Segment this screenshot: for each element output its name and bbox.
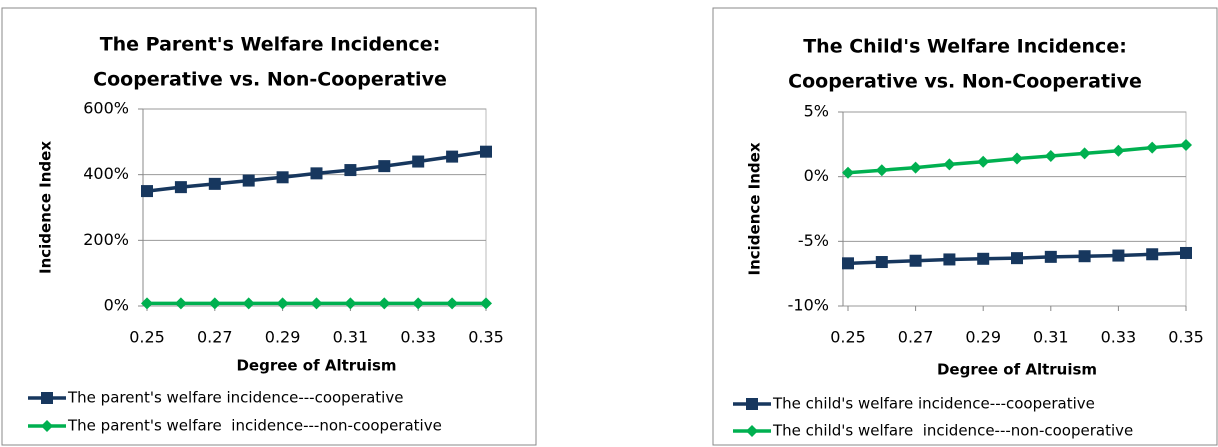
legend-label: The child's welfare incidence---non-coop… — [772, 422, 1133, 440]
marker — [977, 155, 990, 168]
x-tick-label: 0.31 — [1033, 328, 1069, 347]
x-tick-label: 0.33 — [400, 328, 436, 347]
marker — [141, 185, 153, 198]
marker — [412, 297, 425, 310]
marker — [1011, 252, 1023, 265]
marker — [276, 171, 289, 184]
chart: The Child's Welfare Incidence: Cooperativ… — [712, 7, 1218, 446]
marker — [310, 167, 323, 180]
legend-label: The parent's welfare incidence---coopera… — [67, 389, 403, 407]
marker — [378, 297, 391, 310]
marker — [344, 297, 357, 310]
marker — [842, 166, 854, 179]
chart-title: The Parent's Welfare Incidence: — [100, 34, 441, 56]
marker — [174, 297, 187, 310]
legend-marker — [746, 398, 758, 410]
marker — [208, 177, 221, 190]
marker — [1011, 152, 1023, 165]
x-tick-label: 0.29 — [965, 328, 1001, 347]
y-tick-label: 600% — [83, 99, 129, 118]
x-tick-label: 0.31 — [333, 328, 369, 347]
y-tick-label: 5% — [804, 102, 829, 121]
chart: The Parent's Welfare Incidence: Cooperati… — [1, 7, 537, 446]
chart-title: The Child's Welfare Incidence: — [803, 36, 1127, 58]
marker — [943, 158, 956, 171]
marker — [378, 160, 391, 173]
legend-marker — [746, 425, 758, 437]
marker — [1044, 149, 1057, 162]
marker — [242, 174, 255, 187]
x-tick-label: 0.33 — [1101, 328, 1137, 347]
marker — [141, 297, 153, 310]
marker — [310, 297, 323, 310]
marker — [344, 164, 357, 177]
y-tick-label: 400% — [83, 164, 129, 183]
marker — [1146, 141, 1159, 154]
marker — [208, 297, 221, 310]
y-tick-label: 0% — [104, 296, 129, 315]
y-axis-title: Incidence Index — [37, 141, 55, 274]
y-tick-label: -5% — [798, 231, 829, 250]
chart-title: Cooperative vs. Non-Cooperative — [93, 69, 447, 91]
x-tick-label: 0.35 — [1168, 328, 1204, 347]
marker — [174, 181, 187, 194]
marker — [412, 155, 425, 168]
marker — [276, 297, 289, 310]
y-tick-label: 0% — [804, 166, 829, 185]
marker — [909, 254, 922, 267]
legend-marker — [41, 392, 53, 404]
chart-frame — [712, 7, 1218, 446]
x-tick-label: 0.29 — [265, 328, 301, 347]
x-tick-label: 0.27 — [898, 328, 934, 347]
marker — [1044, 250, 1057, 263]
marker — [977, 252, 990, 265]
marker — [1112, 144, 1125, 157]
legend-label: The child's welfare incidence---cooperat… — [772, 395, 1095, 413]
x-tick-label: 0.35 — [468, 328, 504, 347]
marker — [909, 161, 922, 174]
marker — [943, 253, 956, 266]
marker — [1180, 246, 1192, 259]
marker — [446, 150, 459, 163]
marker — [1078, 147, 1091, 160]
chart-frame — [1, 7, 537, 446]
legend-label: The parent's welfare incidence---non-coo… — [67, 417, 442, 435]
x-axis-title: Degree of Altruism — [937, 361, 1097, 379]
marker — [875, 256, 888, 269]
x-axis-title: Degree of Altruism — [236, 357, 396, 375]
marker — [1078, 250, 1091, 263]
y-axis-title: Incidence Index — [746, 142, 764, 275]
marker — [446, 297, 459, 310]
legend-marker — [41, 420, 53, 432]
x-tick-label: 0.25 — [830, 328, 866, 347]
marker — [242, 297, 255, 310]
marker — [842, 257, 854, 270]
y-tick-label: -10% — [788, 296, 829, 315]
y-tick-label: 200% — [83, 230, 129, 249]
marker — [480, 145, 492, 158]
x-tick-label: 0.27 — [197, 328, 233, 347]
marker — [1146, 248, 1159, 261]
marker — [480, 297, 492, 310]
chart-title: Cooperative vs. Non-Cooperative — [788, 71, 1142, 93]
marker — [1112, 249, 1125, 262]
marker — [875, 164, 888, 177]
x-tick-label: 0.25 — [129, 328, 165, 347]
marker — [1180, 138, 1192, 151]
